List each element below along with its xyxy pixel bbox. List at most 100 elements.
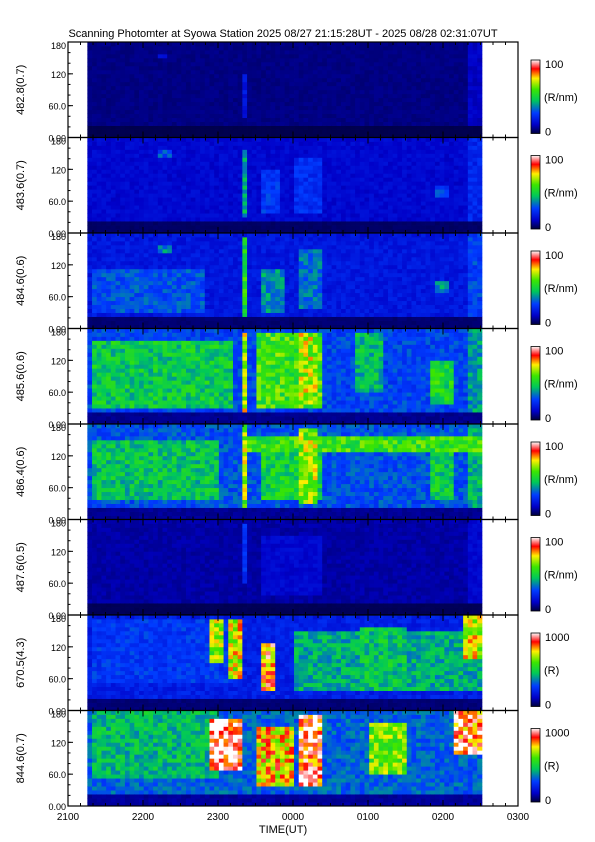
heatmap-cell <box>106 221 112 226</box>
heatmap-cell <box>449 49 455 55</box>
heatmap-cell <box>200 256 206 262</box>
heatmap-cell <box>218 133 224 138</box>
heatmap-cell <box>458 209 464 214</box>
heatmap-cell <box>157 89 163 95</box>
heatmap-cell <box>425 201 431 206</box>
heatmap-cell <box>317 141 323 146</box>
heatmap-cell <box>284 213 290 218</box>
heatmap-cell <box>200 288 206 294</box>
heatmap-cell <box>209 61 215 67</box>
heatmap-cell <box>87 300 93 306</box>
heatmap-cell <box>223 300 229 306</box>
heatmap-cell <box>143 280 149 286</box>
heatmap-cell <box>228 161 234 166</box>
heatmap-cell <box>406 209 412 214</box>
heatmap-cell <box>185 268 192 274</box>
heatmap-cell <box>232 69 239 75</box>
heatmap-cell <box>449 201 455 206</box>
heatmap-cell <box>200 296 206 302</box>
colorbar <box>530 59 541 134</box>
heatmap-cell <box>134 304 140 310</box>
heatmap-cell <box>185 173 192 178</box>
heatmap-cell <box>195 268 201 274</box>
heatmap-cell <box>176 304 182 310</box>
heatmap-cell <box>251 113 257 119</box>
heatmap-cell <box>200 149 206 154</box>
heatmap-cell <box>190 272 196 278</box>
heatmap-cell <box>326 97 333 103</box>
heatmap-cell <box>279 161 286 166</box>
heatmap-cell <box>477 201 483 206</box>
heatmap-cell <box>420 217 426 222</box>
heatmap-cell <box>303 69 309 75</box>
heatmap-cell <box>378 77 384 83</box>
heatmap-cell <box>355 173 361 178</box>
heatmap-cell <box>185 316 192 321</box>
heatmap-cell <box>387 113 394 119</box>
heatmap-cell <box>397 65 403 71</box>
heatmap-cell <box>420 93 426 99</box>
heatmap-cell <box>185 296 192 302</box>
heatmap-cell <box>430 85 436 91</box>
heatmap-cell <box>209 153 215 158</box>
heatmap-cell <box>298 53 304 59</box>
heatmap-cell <box>355 213 361 218</box>
heatmap-cell <box>120 129 126 134</box>
heatmap-cell <box>124 133 131 138</box>
heatmap-cell <box>341 229 347 234</box>
heatmap-cell <box>284 205 290 210</box>
heatmap-cell <box>477 189 483 194</box>
heatmap-cell <box>265 53 271 59</box>
heatmap-cell <box>279 225 286 230</box>
heatmap-cell <box>341 65 347 71</box>
heatmap-cell <box>218 105 224 111</box>
heatmap-cell <box>237 57 243 63</box>
heatmap-cell <box>153 125 159 130</box>
heatmap-cell <box>162 42 168 47</box>
heatmap-cell <box>228 93 234 99</box>
heatmap-cell <box>247 109 253 115</box>
heatmap-cell <box>247 177 253 182</box>
heatmap-cell <box>439 129 445 134</box>
heatmap-cell <box>383 145 389 150</box>
heatmap-cell <box>294 81 300 87</box>
heatmap-cell <box>275 89 281 95</box>
heatmap-cell <box>336 117 342 122</box>
heatmap-cell <box>411 161 417 166</box>
heatmap-cell <box>167 125 173 130</box>
heatmap-cell <box>106 193 112 198</box>
heatmap-cell <box>411 193 417 198</box>
heatmap-cell <box>373 69 379 75</box>
heatmap-cell <box>275 125 281 130</box>
heatmap-cell <box>261 217 267 222</box>
heatmap-cell <box>341 209 347 214</box>
heatmap-cell <box>242 137 248 142</box>
heatmap-cell <box>92 137 98 142</box>
heatmap-cell <box>148 89 154 95</box>
heatmap-cell <box>369 201 375 206</box>
heatmap-cell <box>143 109 149 115</box>
heatmap-cell <box>190 264 196 270</box>
heatmap-cell <box>355 205 361 210</box>
heatmap-cell <box>434 49 441 55</box>
heatmap-cell <box>425 133 431 138</box>
heatmap-cell <box>294 209 300 214</box>
heatmap-cell <box>284 61 290 67</box>
heatmap-cell <box>294 125 300 130</box>
heatmap-cell <box>397 53 403 59</box>
heatmap-cell <box>284 185 290 190</box>
heatmap-cell <box>143 85 149 91</box>
heatmap-cell <box>472 205 478 210</box>
heatmap-cell <box>251 141 257 146</box>
heatmap-cell <box>430 101 436 107</box>
heatmap-cell <box>270 117 276 122</box>
heatmap-cell <box>96 165 102 170</box>
heatmap-cell <box>162 93 168 99</box>
heatmap-cell <box>270 169 276 174</box>
heatmap-cell <box>289 73 295 79</box>
heatmap-cell <box>265 77 271 83</box>
heatmap-cell <box>134 225 140 230</box>
heatmap-cell <box>101 69 107 75</box>
heatmap-cell <box>453 137 459 142</box>
heatmap-cell <box>115 280 121 286</box>
